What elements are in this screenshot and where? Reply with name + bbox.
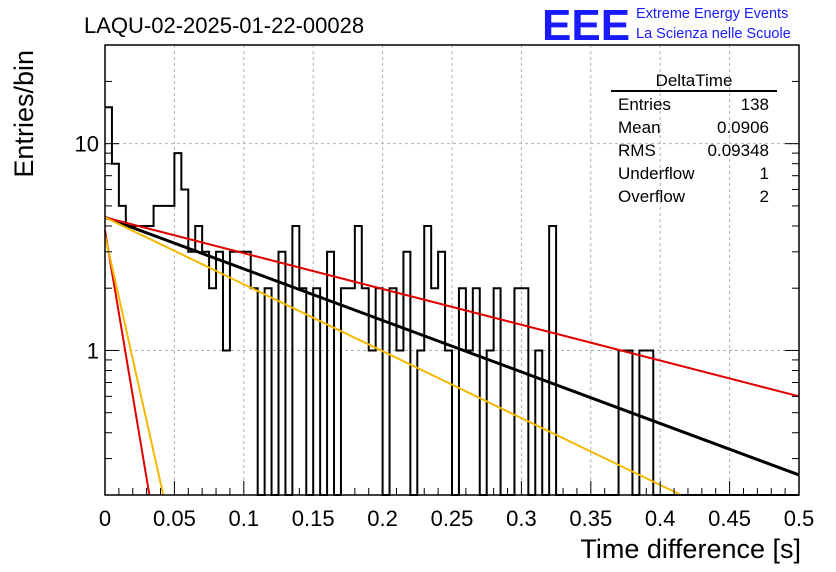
- stats-row-label: Mean: [618, 118, 661, 137]
- stats-row-value: 2: [760, 187, 769, 206]
- x-tick-label: 0.1: [229, 506, 260, 531]
- fit-line-black: [104, 215, 800, 477]
- x-tick-label: 0.05: [153, 506, 196, 531]
- x-tick-label: 0.4: [645, 506, 676, 531]
- fit-lines: [104, 215, 800, 496]
- y-axis-label: Entries/bin: [9, 50, 39, 178]
- x-tick-label: 0.3: [506, 506, 537, 531]
- logo-line-2: La Scienza nelle Scuole: [636, 26, 791, 42]
- stats-box: DeltaTime Entries 138 Mean 0.0906 RMS 0.09348…: [611, 71, 777, 206]
- stats-row-value: 0.0906: [717, 118, 769, 137]
- stats-row-value: 1: [760, 164, 769, 183]
- x-tick-label: 0.35: [569, 506, 612, 531]
- x-axis-label: Time difference [s]: [580, 534, 801, 564]
- axes: 0 0.05 0.1 0.15 0.2 0.25 0.3 0.35 0.4 0.45 0.5 1 10: [75, 44, 815, 531]
- eee-logo: EEE: [542, 1, 630, 50]
- stats-row-value: 0.09348: [708, 141, 769, 160]
- x-tick-label: 0.15: [292, 506, 335, 531]
- stats-row-label: Entries: [618, 95, 671, 114]
- stats-title: DeltaTime: [656, 71, 733, 90]
- chart-title: LAQU-02-2025-01-22-00028: [84, 13, 364, 38]
- x-tick-label: 0.5: [784, 506, 815, 531]
- x-tick-label: 0.45: [708, 506, 751, 531]
- x-tick-label: 0.25: [431, 506, 474, 531]
- stats-row-value: 138: [741, 95, 769, 114]
- stats-rows: Entries 138 Mean 0.0906 RMS 0.09348 Underflow 1…: [618, 95, 769, 206]
- stats-row-label: Underflow: [618, 164, 695, 183]
- fit-line-red: [104, 230, 151, 496]
- stats-row-label: Overflow: [618, 187, 686, 206]
- y-tick-label: 1: [87, 338, 99, 363]
- logo-line-1: Extreme Energy Events: [636, 6, 788, 22]
- fit-line-orange: [104, 216, 682, 496]
- fit-line-red: [104, 216, 800, 398]
- x-tick-label: 0: [99, 506, 111, 531]
- y-tick-label: 10: [75, 132, 99, 157]
- fit-line-orange: [104, 235, 165, 496]
- stats-row-label: RMS: [618, 141, 656, 160]
- x-tick-label: 0.2: [367, 506, 398, 531]
